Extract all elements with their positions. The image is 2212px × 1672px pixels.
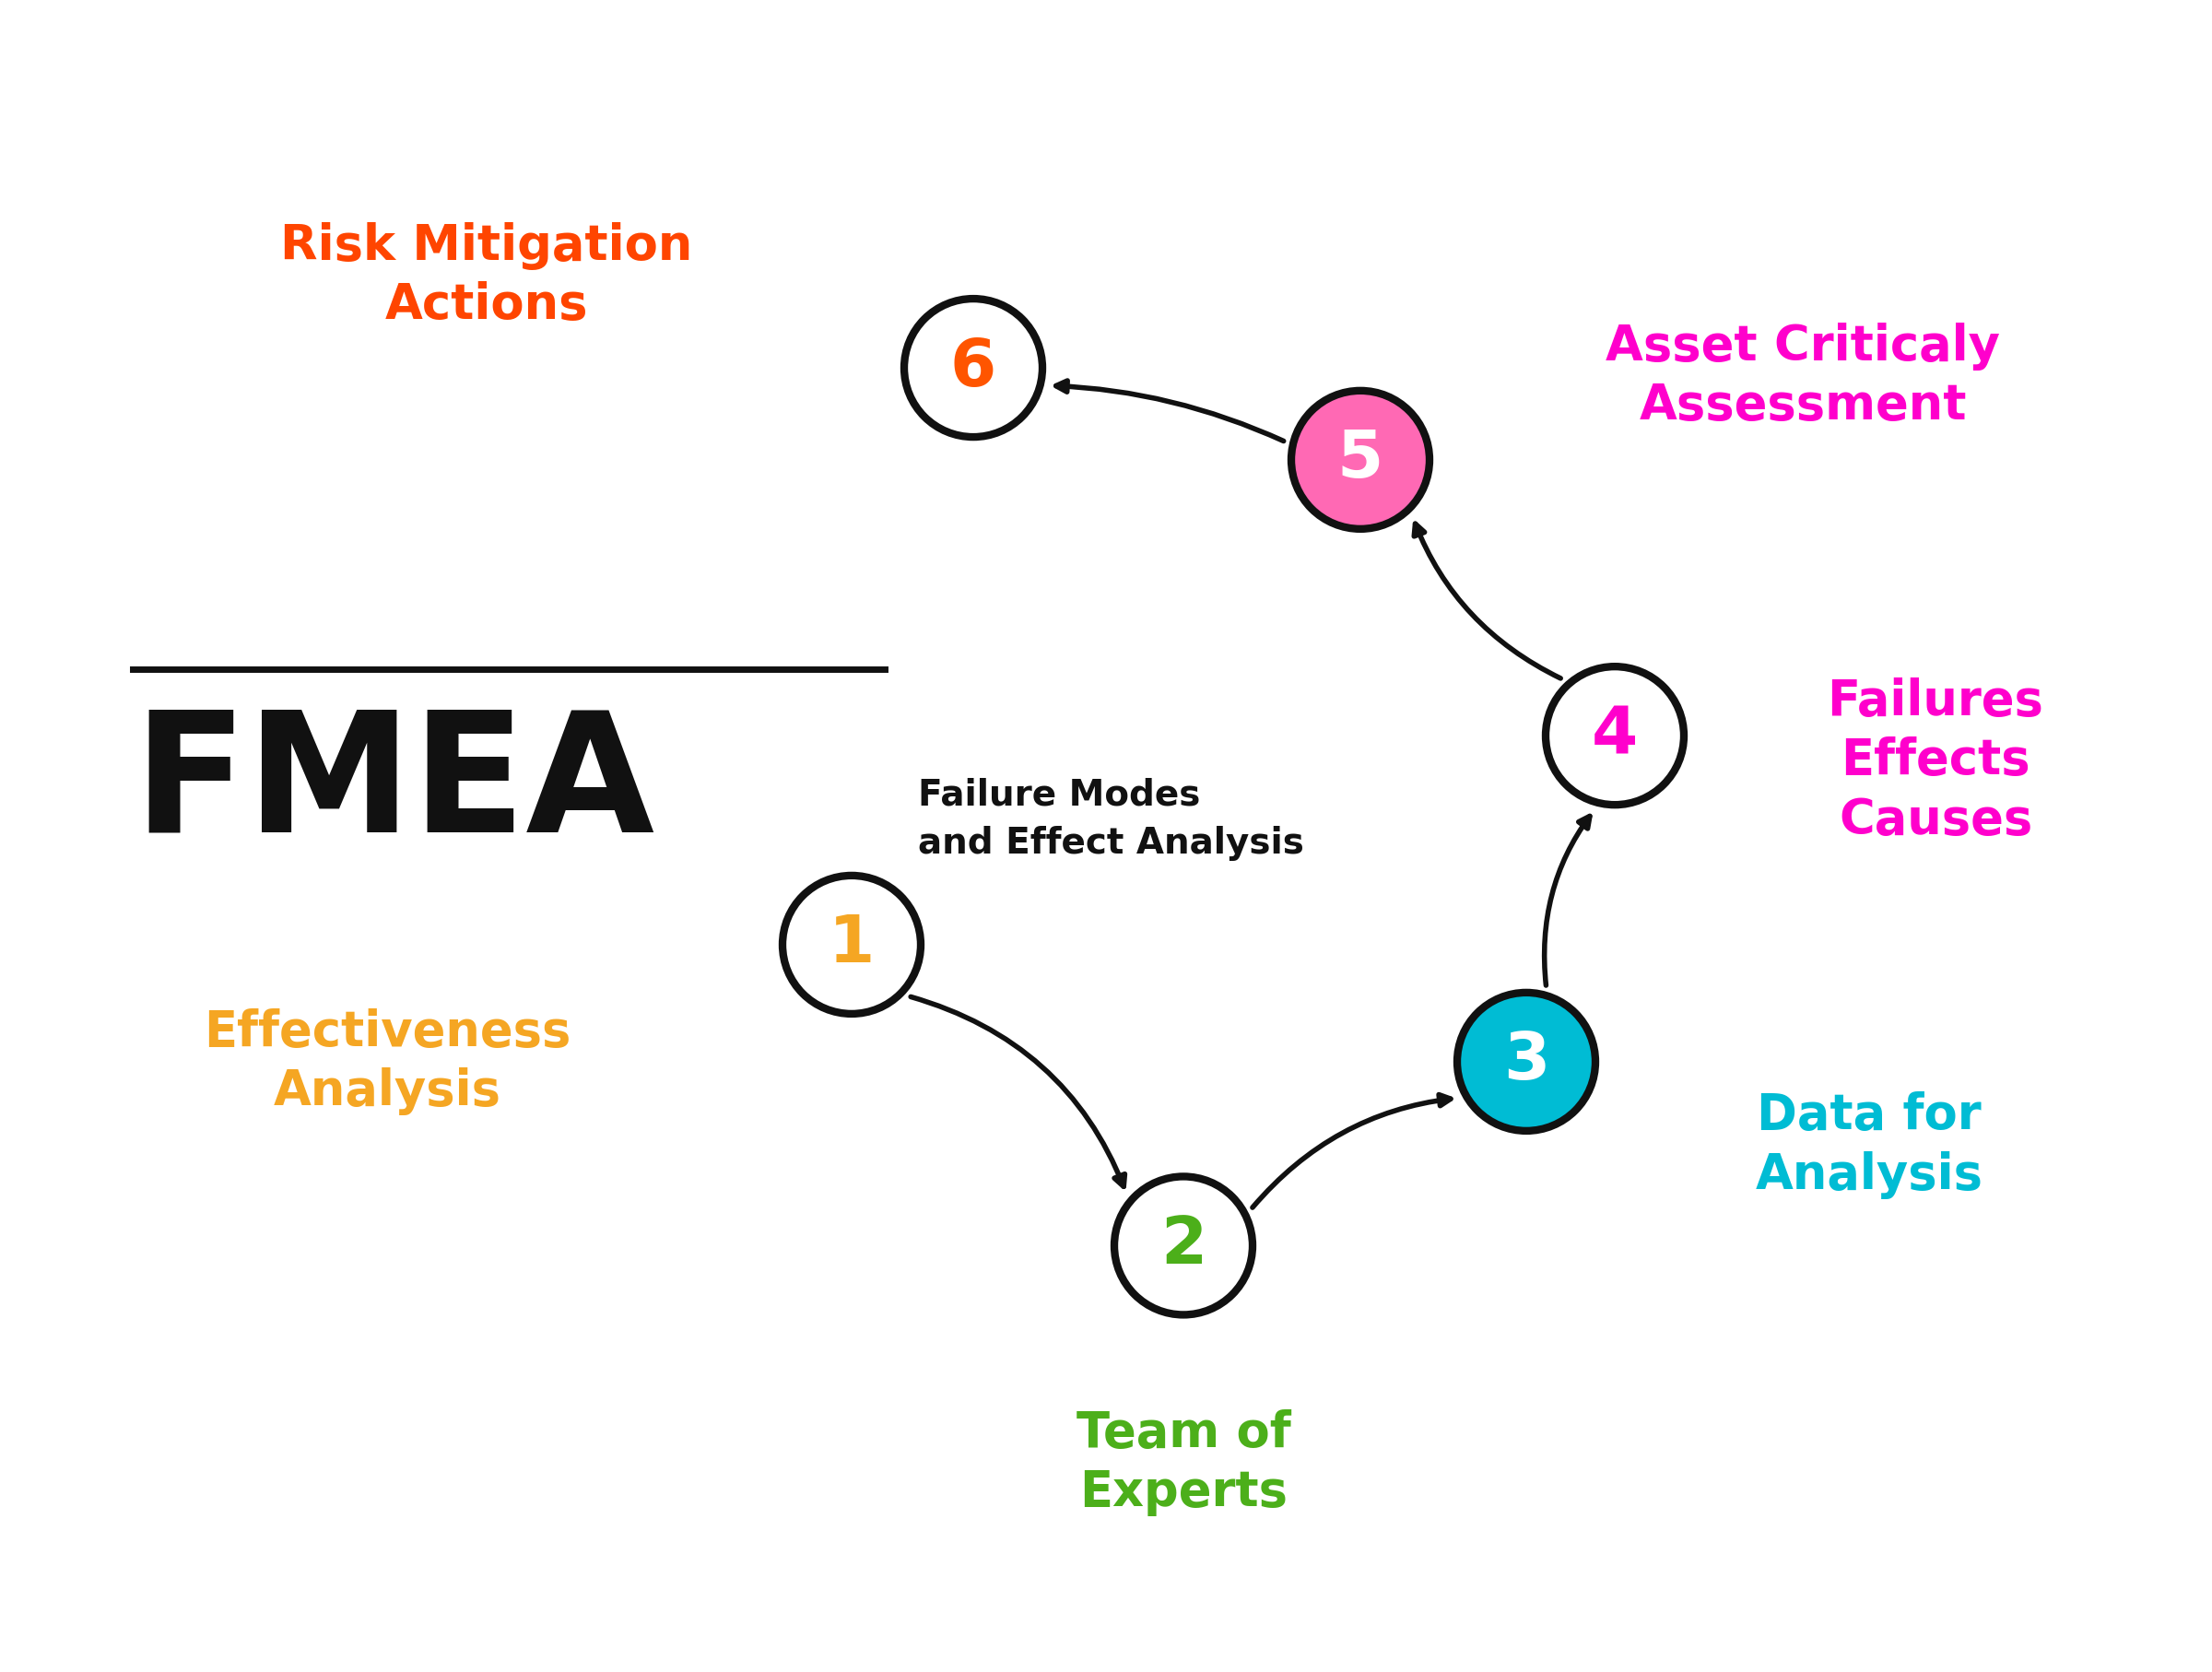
Text: Risk Mitigation
Actions: Risk Mitigation Actions bbox=[281, 222, 692, 329]
Text: Asset Criticaly
Assessment: Asset Criticaly Assessment bbox=[1606, 323, 2000, 430]
Ellipse shape bbox=[905, 299, 1042, 436]
Ellipse shape bbox=[1115, 1177, 1252, 1314]
Ellipse shape bbox=[1292, 391, 1429, 528]
Text: 3: 3 bbox=[1504, 1030, 1548, 1093]
Text: Data for
Analysis: Data for Analysis bbox=[1756, 1092, 1982, 1199]
Text: 6: 6 bbox=[951, 336, 995, 400]
Text: 2: 2 bbox=[1161, 1214, 1206, 1277]
Ellipse shape bbox=[1546, 667, 1683, 804]
Text: Failures
Effects
Causes: Failures Effects Causes bbox=[1827, 677, 2044, 844]
Text: Team of
Experts: Team of Experts bbox=[1077, 1409, 1290, 1517]
Text: 1: 1 bbox=[830, 913, 874, 976]
Text: 5: 5 bbox=[1338, 428, 1382, 492]
Text: Effectiveness
Analysis: Effectiveness Analysis bbox=[204, 1008, 571, 1115]
Ellipse shape bbox=[783, 876, 920, 1013]
Ellipse shape bbox=[1458, 993, 1595, 1130]
Text: 4: 4 bbox=[1593, 704, 1637, 767]
Text: FMEA: FMEA bbox=[133, 704, 655, 868]
Text: Failure Modes
and Effect Analysis: Failure Modes and Effect Analysis bbox=[918, 777, 1305, 861]
